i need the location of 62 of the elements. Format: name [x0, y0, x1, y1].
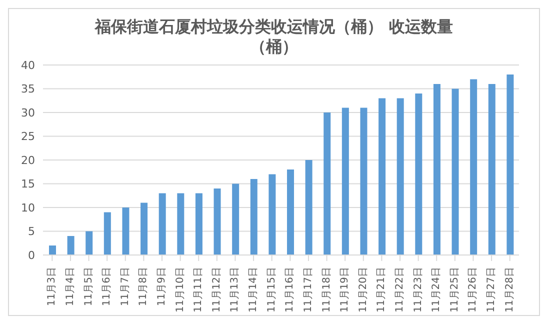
x-tick-label: 11月22日: [394, 267, 406, 312]
y-tick-label: 35: [21, 82, 35, 96]
bar: [122, 208, 130, 255]
x-tick-label: 11月27日: [486, 267, 498, 312]
bar: [214, 188, 221, 255]
bar: [470, 79, 478, 255]
bar: [452, 88, 459, 255]
bar: [67, 236, 74, 255]
bar: [396, 98, 404, 255]
x-tick-label: 11月24日: [431, 267, 442, 312]
x-tick-label: 11月16日: [284, 267, 296, 312]
x-tick-label: 11月14日: [248, 267, 260, 312]
bar: [342, 108, 349, 255]
x-tick-label: 11月17日: [302, 267, 314, 312]
bar: [195, 193, 202, 255]
bar: [140, 202, 148, 255]
bar: [250, 179, 258, 255]
bar: [158, 193, 166, 255]
x-tick-label: 11月19日: [340, 267, 351, 312]
bar: [104, 212, 111, 255]
bar: [433, 84, 440, 255]
bar: [177, 193, 184, 255]
x-tick-label: 11月10日: [174, 267, 186, 312]
bar: [49, 246, 56, 255]
bar: [268, 174, 276, 255]
bar: [86, 231, 93, 255]
y-tick-label: 20: [21, 154, 35, 167]
y-tick-label: 15: [21, 178, 35, 191]
x-tick-label: 11月25日: [449, 267, 460, 312]
x-tick-label: 11月9日: [156, 267, 168, 306]
bar: [378, 98, 386, 255]
x-tick-label: 11月23日: [412, 267, 424, 312]
x-tick-label: 11月28日: [504, 267, 516, 312]
x-tick-label: 11月8日: [138, 267, 150, 306]
chart-title: 福保街道石厦村垃圾分类收运情况（桶） 收运数量（桶）: [94, 17, 454, 57]
x-tick-label: 11月11日: [193, 267, 204, 312]
x-tick-label: 11月3日: [46, 267, 58, 306]
x-tick-label: 11月26日: [468, 267, 479, 312]
x-tick-label: 11月20日: [358, 267, 369, 312]
bar: [324, 112, 331, 255]
x-tick-label: 11月12日: [211, 267, 222, 312]
x-tick-label: 11月6日: [102, 267, 113, 306]
bar: [287, 170, 294, 255]
y-tick-label: 5: [28, 225, 35, 238]
x-tick-label: 11月15日: [266, 267, 278, 312]
bar: [488, 84, 496, 255]
bar: [506, 74, 514, 255]
x-tick-label: 11月13日: [230, 267, 241, 312]
x-tick-label: 11月18日: [321, 267, 332, 312]
bar: [415, 94, 422, 255]
y-tick-label: 10: [21, 201, 35, 214]
y-tick-label: 25: [21, 130, 35, 144]
y-tick-label: 30: [21, 106, 35, 120]
x-tick-label: 11月7日: [120, 267, 131, 306]
x-tick-label: 11月4日: [64, 267, 76, 306]
x-tick-label: 11月21日: [376, 267, 388, 312]
bar: [360, 108, 368, 255]
y-tick-label: 40: [21, 58, 35, 72]
y-tick-label: 0: [28, 248, 35, 262]
bar: [305, 160, 312, 255]
bar: [232, 184, 240, 255]
x-tick-label: 11月5日: [83, 267, 94, 306]
